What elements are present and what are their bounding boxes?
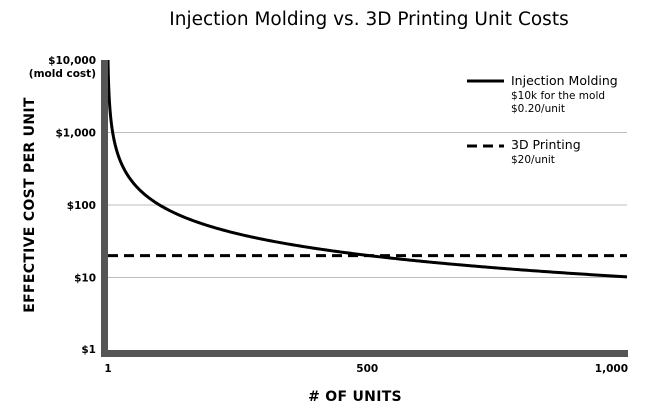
- legend-label-3d-printing: 3D Printing: [511, 137, 581, 152]
- y-tick-label: $10: [74, 273, 96, 285]
- legend-label-injection-molding: Injection Molding: [511, 73, 618, 88]
- legend-detail-mold: $10k for the mold: [511, 90, 605, 102]
- y-tick-label: $10,000: [48, 55, 96, 67]
- x-axis: [101, 350, 628, 357]
- y-tick-sublabel: (mold cost): [29, 68, 96, 80]
- legend-detail-im-unit: $0.20/unit: [511, 103, 565, 115]
- y-tick-label: $1: [81, 344, 96, 356]
- y-tick-label: $100: [67, 200, 96, 212]
- legend-detail-3d-unit: $20/unit: [511, 154, 555, 166]
- x-tick-label: 1: [104, 363, 111, 375]
- x-axis-label: # OF UNITS: [308, 389, 402, 405]
- grid: [108, 132, 627, 278]
- y-tick-label: $1,000: [55, 128, 96, 140]
- x-tick-label: 500: [356, 363, 378, 375]
- x-tick-labels: 1 500 1,000: [104, 363, 628, 375]
- legend: Injection Molding $10k for the mold $0.2…: [467, 73, 618, 166]
- y-axis: [101, 60, 108, 357]
- x-tick-label: 1,000: [595, 363, 628, 375]
- series-line-injection-molding: [106, 59, 628, 279]
- y-axis-label: EFFECTIVE COST PER UNIT: [22, 97, 38, 313]
- y-tick-labels: $10,000(mold cost) $1,000 $100 $10 $1: [29, 55, 96, 356]
- chart-title: Injection Molding vs. 3D Printing Unit C…: [169, 9, 568, 30]
